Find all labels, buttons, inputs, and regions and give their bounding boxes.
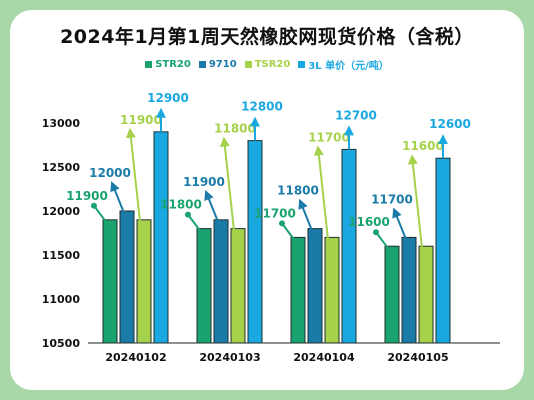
bar — [102, 219, 118, 344]
data-label: 12000 — [89, 166, 131, 180]
bar — [213, 219, 229, 344]
x-tick-label: 20240104 — [293, 351, 355, 364]
x-tick-label: 20240102 — [105, 351, 166, 364]
data-label: 11700 — [254, 206, 296, 220]
annotation-arrow — [204, 189, 219, 223]
bar — [341, 148, 357, 344]
bar — [418, 245, 434, 344]
y-tick-label: 10500 — [42, 337, 81, 350]
legend-label: TSR20 — [254, 59, 291, 70]
legend-label: STR20 — [155, 59, 191, 70]
bar — [435, 157, 451, 344]
annotation-arrow — [125, 127, 141, 222]
legend-item-3: 3L 单价（元/吨） — [298, 57, 389, 72]
bar — [290, 236, 306, 344]
bar — [307, 228, 323, 344]
legend-item-1: 9710 — [198, 57, 237, 72]
data-label: 11700 — [371, 192, 413, 206]
annotation-arrow — [298, 198, 313, 231]
data-label: 12700 — [335, 108, 377, 122]
legend-item-0: STR20 — [145, 57, 191, 72]
bar — [384, 245, 400, 344]
y-tick-label: 13000 — [42, 117, 81, 130]
legend-swatch — [198, 61, 206, 68]
bar — [401, 236, 417, 344]
annotation-arrow — [407, 154, 423, 249]
annotation-arrow — [187, 214, 201, 232]
legend-swatch — [244, 61, 252, 68]
bar — [230, 228, 246, 344]
legend-label: 3L 单价（元/吨） — [308, 61, 389, 72]
annotation-arrow — [219, 136, 235, 231]
annotation-arrow — [281, 222, 295, 240]
bar — [119, 210, 135, 344]
data-label: 12600 — [429, 117, 471, 131]
annotation-arrow — [392, 207, 407, 240]
y-tick-label: 12000 — [42, 205, 81, 218]
bar — [153, 131, 169, 344]
annotation-dot — [91, 202, 97, 209]
y-tick-label: 11000 — [42, 293, 81, 306]
y-tick-label: 12500 — [42, 161, 81, 174]
legend-swatch — [145, 61, 153, 68]
data-label: 11800 — [160, 198, 202, 212]
annotation-dot — [279, 220, 285, 227]
bar — [136, 219, 152, 344]
bar — [324, 236, 340, 344]
chart-title: 2024年1月第1周天然橡胶网现货价格（含税） — [60, 26, 474, 48]
annotation-arrow — [313, 145, 329, 240]
x-tick-label: 20240103 — [199, 351, 260, 364]
data-label: 11900 — [183, 175, 225, 189]
data-label: 11900 — [120, 113, 162, 127]
data-label: 11600 — [402, 139, 444, 153]
annotation-arrow — [375, 231, 389, 249]
annotation-arrow — [110, 181, 125, 214]
legend-swatch — [298, 61, 306, 68]
x-tick-label: 20240105 — [387, 351, 448, 364]
annotation-dot — [185, 211, 191, 218]
y-tick-label: 11500 — [42, 249, 81, 262]
data-label: 12800 — [241, 100, 283, 114]
data-label: 11700 — [308, 130, 350, 144]
data-label: 12900 — [147, 91, 189, 105]
bar — [196, 228, 212, 344]
data-label: 11800 — [214, 122, 256, 136]
annotation-arrow — [93, 205, 107, 223]
annotation-dot — [373, 229, 379, 236]
legend-label: 9710 — [208, 59, 237, 70]
data-label: 11800 — [277, 184, 319, 198]
data-label: 11900 — [66, 189, 108, 203]
chart-legend: STR20 9710 TSR20 3L 单价（元/吨） — [0, 57, 534, 72]
bar — [247, 140, 263, 344]
legend-item-2: TSR20 — [244, 57, 291, 72]
data-label: 11600 — [348, 215, 390, 229]
